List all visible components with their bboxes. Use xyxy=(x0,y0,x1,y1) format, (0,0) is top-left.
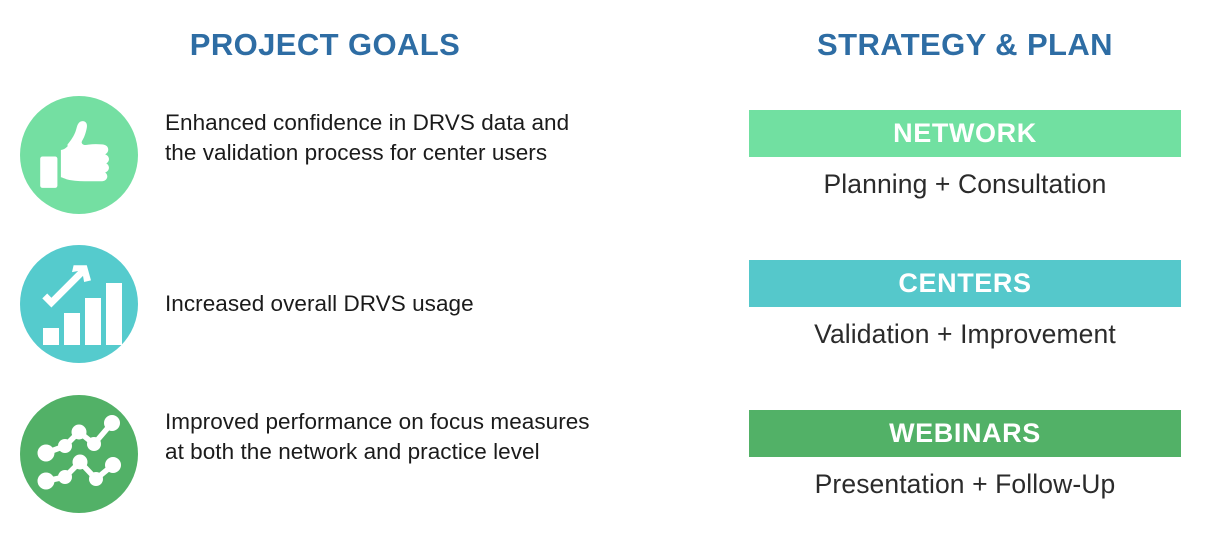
strategy-caption-centers: Validation + Improvement xyxy=(814,319,1116,349)
strategy-item: WEBINARS Presentation + Follow-Up xyxy=(749,410,1181,500)
strategy-caption-network: Planning + Consultation xyxy=(823,169,1107,199)
goal-item: Improved performance on focus measures a… xyxy=(16,393,636,515)
strategy-item: NETWORK Planning + Consultation xyxy=(749,110,1181,200)
goal-item-label: Increased overall DRVS usage xyxy=(165,291,474,316)
strategy-caption-webinars: Presentation + Follow-Up xyxy=(814,469,1116,499)
strategy-bar-network: NETWORK xyxy=(749,110,1181,157)
goal-item-label: Improved performance on focus measures a… xyxy=(165,409,590,464)
goal-item: Increased overall DRVS usage xyxy=(16,243,636,365)
line-graph-network-icon xyxy=(20,395,138,513)
strategy-bar-centers: CENTERS xyxy=(749,260,1181,307)
strategy-item: CENTERS Validation + Improvement xyxy=(749,260,1181,350)
thumbs-up-icon xyxy=(20,96,138,214)
strategy-bar-webinars: WEBINARS xyxy=(749,410,1181,457)
strategy-plan-heading: STRATEGY & PLAN xyxy=(817,27,1113,62)
project-goals-heading: PROJECT GOALS xyxy=(189,27,461,62)
goal-item-label: Enhanced confidence in DRVS data and the… xyxy=(165,110,570,165)
bar-chart-growth-icon xyxy=(20,245,138,363)
goal-item: Enhanced confidence in DRVS data and the… xyxy=(16,94,636,216)
